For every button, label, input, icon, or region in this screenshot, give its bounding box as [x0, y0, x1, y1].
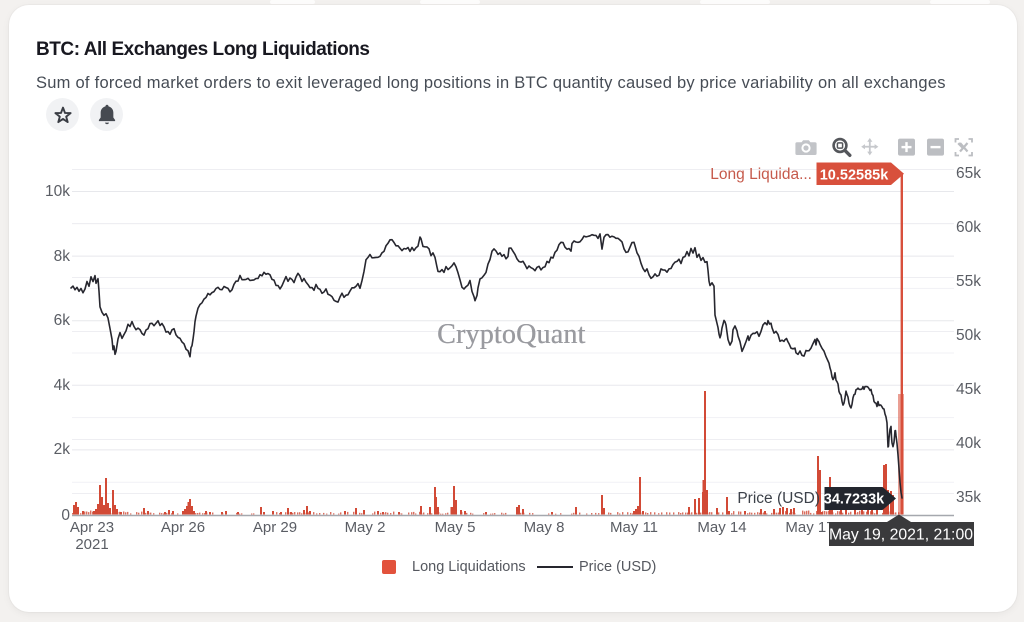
svg-text:34.7233k: 34.7233k: [824, 492, 885, 508]
svg-text:May 19, 2021, 21:00: May 19, 2021, 21:00: [829, 527, 973, 544]
svg-text:10.52585k: 10.52585k: [820, 168, 889, 184]
